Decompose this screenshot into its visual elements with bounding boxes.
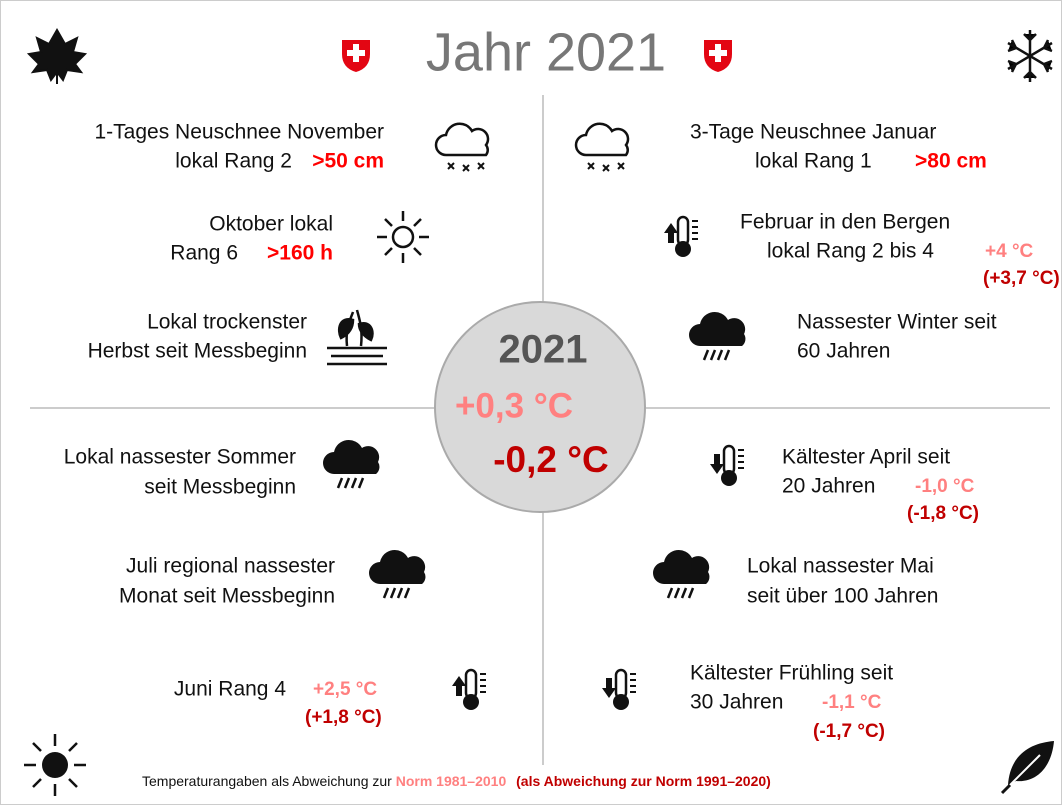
item-value: +2,5 °C (313, 679, 377, 700)
item-text: Lokal trockenster (147, 311, 307, 334)
item-text: 60 Jahren (797, 340, 890, 363)
footer-alt-norm: (als Abweichung zur Norm 1991–2020) (516, 773, 771, 789)
center-anomaly-1981: +0,3 °C (455, 386, 573, 425)
item-value: >80 cm (915, 150, 987, 173)
item-value: -1,1 °C (822, 692, 882, 713)
drought-icon (327, 309, 387, 366)
item-text: Monat seit Messbeginn (119, 585, 335, 608)
item-value: >50 cm (312, 150, 384, 173)
item-value: >160 h (267, 242, 333, 265)
item-text: Juli regional nassester (126, 555, 335, 578)
item-text: 30 Jahren (690, 691, 783, 714)
footer-text: Temperaturangaben als Abweichung zur (142, 773, 392, 789)
item-text: Lokal nassester Sommer (64, 446, 296, 469)
item-text: 1-Tages Neuschnee November (95, 121, 385, 144)
snowflake-icon (1007, 30, 1053, 82)
leaf-icon (1000, 741, 1054, 795)
item-text: Kältester April seit (782, 446, 950, 469)
item-value: -1,0 °C (915, 476, 975, 497)
center-year: 2021 (499, 328, 588, 372)
footer-norm: Norm 1981–2010 (396, 773, 507, 789)
item-value-1991: (-1,8 °C) (907, 503, 979, 524)
item-text: 3-Tage Neuschnee Januar (690, 121, 936, 144)
maple-leaf-icon (26, 27, 88, 84)
item-text: Juni Rang 4 (174, 678, 286, 701)
footer-text: Temperaturangaben als Abweichung zur Nor… (142, 773, 771, 789)
item-text: 20 Jahren (782, 475, 875, 498)
title: Jahr 2021 (426, 22, 666, 82)
item-text: lokal Rang 2 bis 4 (767, 240, 934, 263)
item-text: Lokal nassester Mai (747, 555, 934, 578)
item-value-1991: (+3,7 °C) (983, 268, 1060, 289)
center-circle (434, 301, 646, 513)
center-anomaly-1991: -0,2 °C (493, 439, 609, 480)
item-text: seit über 100 Jahren (747, 585, 938, 608)
item-text: Kältester Frühling seit (690, 662, 893, 685)
item-text: lokal Rang 2 (175, 150, 292, 173)
item-text: lokal Rang 1 (755, 150, 872, 173)
item-text: Februar in den Bergen (740, 211, 950, 234)
item-text: Nassester Winter seit (797, 311, 997, 334)
item-value: +4 °C (985, 241, 1034, 262)
item-text: seit Messbeginn (144, 476, 296, 499)
item-text: Herbst seit Messbeginn (88, 340, 307, 363)
item-value-1991: (-1,7 °C) (813, 721, 885, 742)
item-text: Oktober lokal (209, 213, 333, 236)
sun-icon (24, 734, 86, 796)
item-text: Rang 6 (170, 242, 238, 265)
item-value-1991: (+1,8 °C) (305, 707, 382, 728)
